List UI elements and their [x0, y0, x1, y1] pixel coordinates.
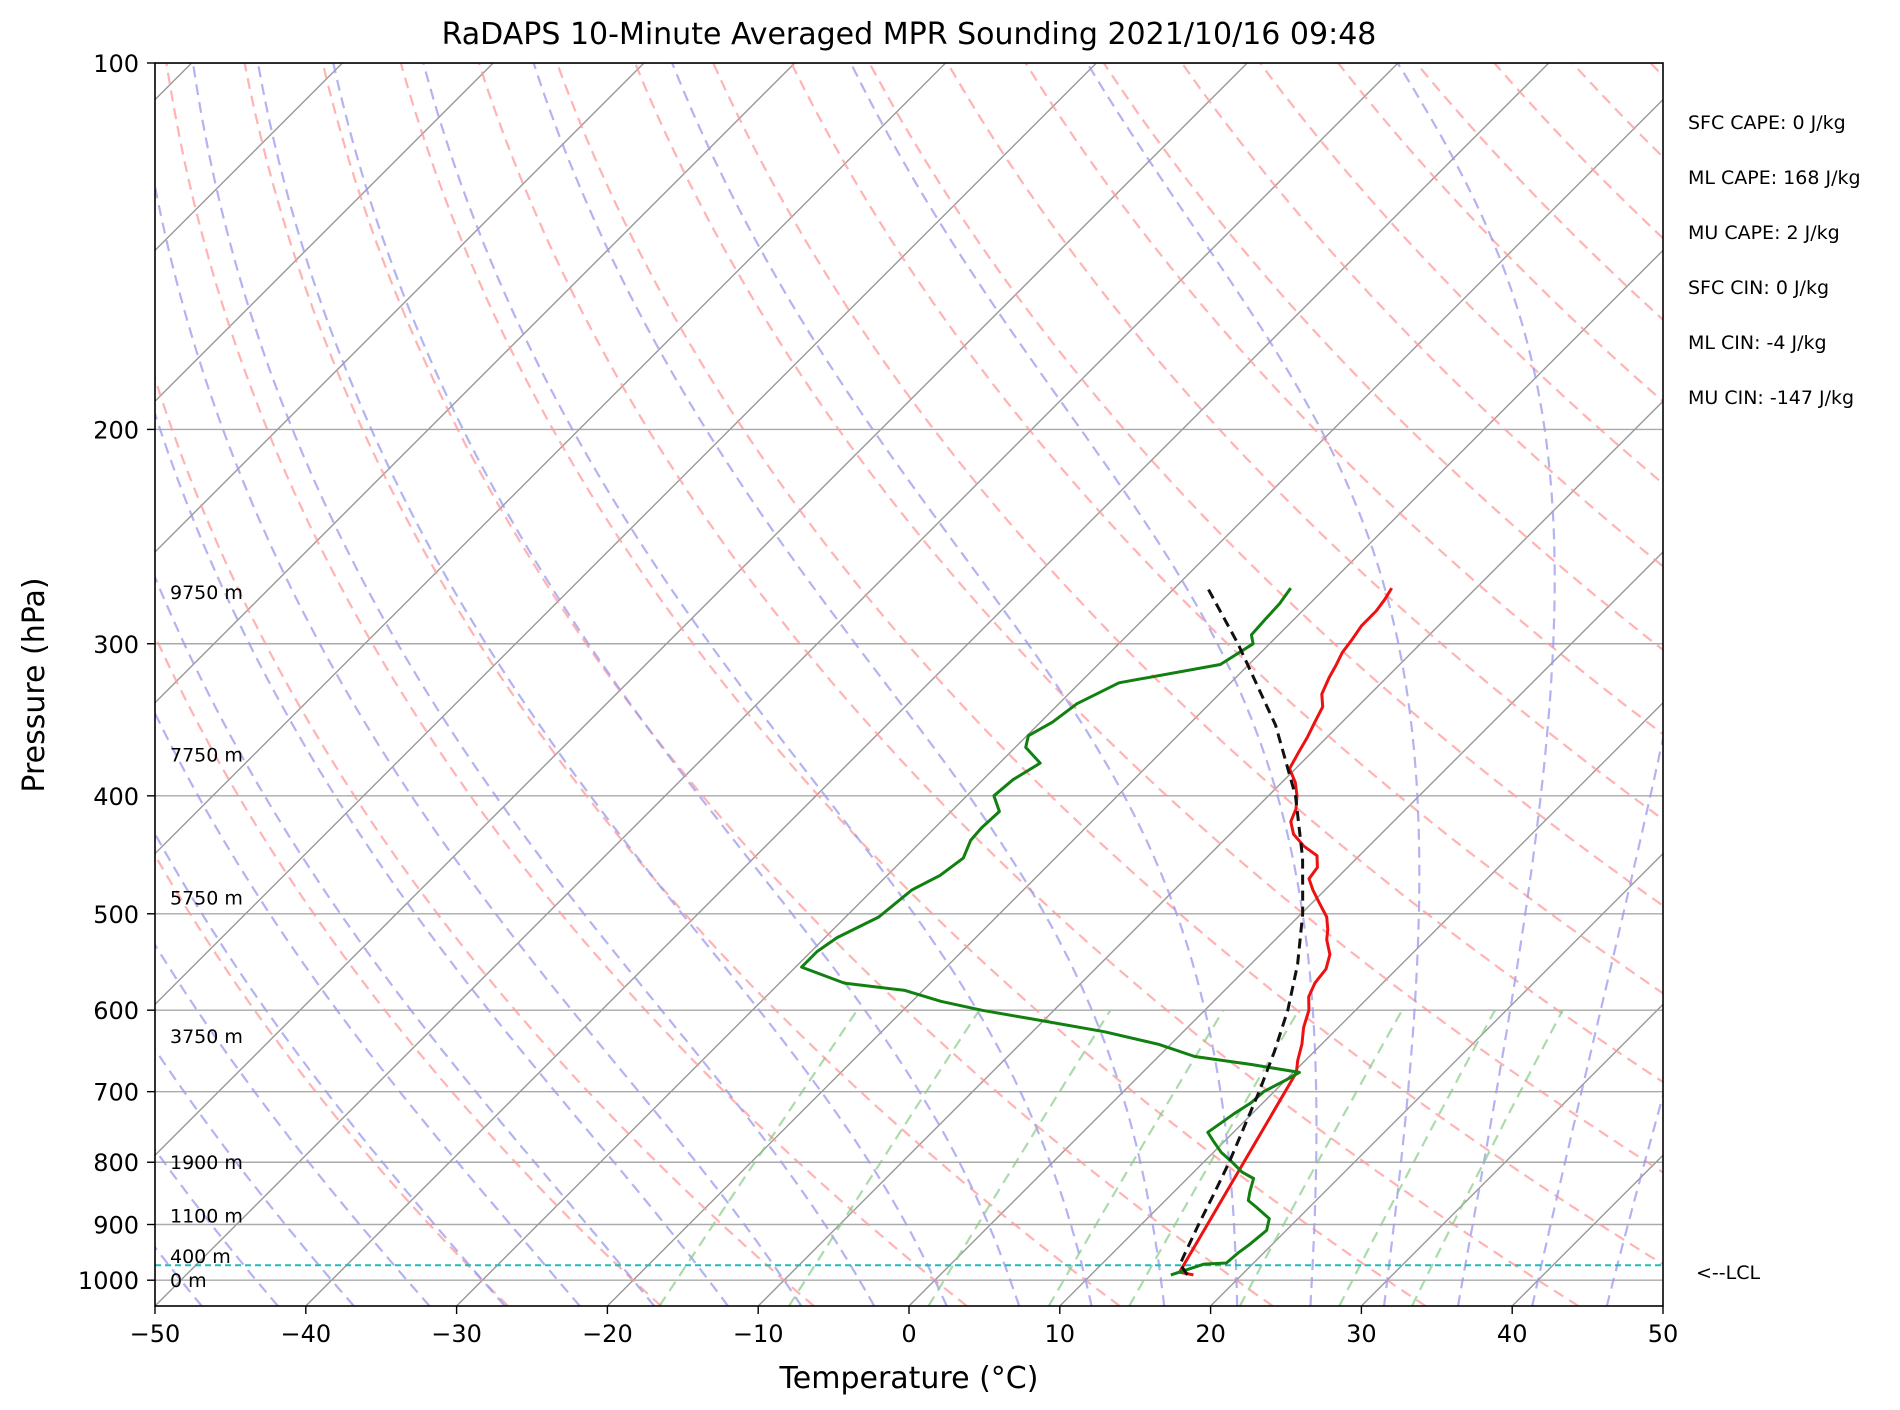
dry-adiabat-line — [1494, 63, 1900, 1306]
height-label: 7750 m — [170, 745, 243, 767]
height-label: 0 m — [170, 1270, 207, 1292]
dry-adiabat-line — [557, 63, 1731, 1306]
mixing-ratio-line — [1339, 1010, 1495, 1306]
stability-index-text: ML CAPE: 168 J/kg — [1688, 167, 1861, 189]
height-label: 9750 m — [170, 582, 243, 604]
moist-adiabat-line — [1607, 63, 1900, 1306]
height-label: 1100 m — [170, 1206, 243, 1228]
y-tick-label: 600 — [93, 997, 139, 1025]
stability-indices: SFC CAPE: 0 J/kg ML CAPE: 168 J/kg MU CAPE… — [1688, 112, 1861, 409]
y-tick-label: 900 — [93, 1212, 139, 1240]
dry-adiabat-line — [1338, 63, 1900, 1306]
mixing-ratio-line — [660, 1010, 858, 1306]
y-axis-label: Pressure (hPa) — [17, 577, 52, 792]
moist-adiabat-line — [258, 63, 947, 1306]
moist-adiabat-line — [193, 63, 874, 1306]
x-tick-label: 50 — [1648, 1320, 1679, 1348]
dry-adiabat-line — [1182, 63, 1900, 1306]
stability-index-text: MU CAPE: 2 J/kg — [1688, 222, 1840, 244]
x-tick-label: 10 — [1045, 1320, 1076, 1348]
dry-adiabat-line — [1026, 63, 1900, 1306]
moist-adiabat-line — [423, 63, 1091, 1306]
isotherm-line — [0, 63, 946, 1306]
isotherm-line — [0, 63, 644, 1306]
isotherm-line — [306, 63, 1549, 1306]
isotherm-line — [0, 63, 493, 1306]
moist-adiabat-line — [0, 63, 505, 1306]
isotherm-line — [155, 63, 1398, 1306]
x-tick-label: −10 — [733, 1320, 784, 1348]
moist-adiabat-line — [1532, 63, 1736, 1306]
y-tick-label: 300 — [93, 631, 139, 659]
dry-adiabat-line — [401, 63, 1426, 1306]
y-tick-label: 500 — [93, 901, 139, 929]
dry-adiabat-line — [1729, 63, 1900, 1306]
height-label: 3750 m — [170, 1026, 243, 1048]
x-tick-label: −40 — [280, 1320, 331, 1348]
y-tick-label: 100 — [93, 50, 139, 78]
moist-adiabat-line — [672, 63, 1237, 1306]
dry-adiabat-line — [245, 63, 1120, 1306]
dry-adiabat-line — [88, 63, 814, 1306]
height-label: 400 m — [170, 1246, 231, 1268]
moist-adiabat-line — [136, 63, 802, 1306]
isotherm-line — [0, 63, 1096, 1306]
temperature-profile-line — [1180, 588, 1392, 1275]
isotherm-line — [1512, 63, 1900, 1306]
dry-adiabat-line — [1260, 63, 1900, 1306]
stability-index-text: MU CIN: -147 J/kg — [1688, 387, 1854, 409]
dry-adiabat-line — [869, 63, 1900, 1306]
x-tick-label: 30 — [1346, 1320, 1377, 1348]
lcl-label: <--LCL — [1696, 1262, 1760, 1284]
dry-adiabat-line — [1651, 63, 1900, 1306]
dry-adiabat-line — [791, 63, 1900, 1306]
stability-index-text: ML CIN: -4 J/kg — [1688, 332, 1827, 354]
moist-adiabat-line — [333, 63, 1019, 1306]
x-axis-label: Temperature (°C) — [779, 1361, 1039, 1396]
moist-adiabat-line — [84, 63, 728, 1306]
isotherm-line — [1361, 63, 1900, 1306]
x-tick-label: −20 — [582, 1320, 633, 1348]
isotherm-line — [607, 63, 1850, 1306]
isotherm-line — [457, 63, 1700, 1306]
mixing-ratio-line — [1049, 1010, 1224, 1306]
moist-adiabat-line — [0, 63, 429, 1306]
y-tick-label: 800 — [93, 1149, 139, 1177]
isotherm-line — [1211, 63, 1900, 1306]
x-tick-label: 0 — [901, 1320, 916, 1348]
dry-adiabat-line — [635, 63, 1884, 1306]
moist-adiabat-line — [36, 63, 654, 1306]
isotherm-line — [1663, 63, 1900, 1306]
mixing-ratio-line — [1240, 1010, 1402, 1306]
dry-adiabat-line — [948, 63, 1900, 1306]
isotherm-line — [4, 63, 1247, 1306]
dry-adiabat-line — [10, 63, 661, 1306]
isotherm-line — [1060, 63, 1900, 1306]
y-tick-label: 400 — [93, 783, 139, 811]
x-tick-label: 40 — [1497, 1320, 1528, 1348]
dry-adiabat-line — [1572, 63, 1900, 1306]
x-tick-label: −50 — [130, 1320, 181, 1348]
y-tick-label: 1000 — [78, 1267, 139, 1295]
moist-adiabat-line — [1087, 63, 1419, 1306]
stability-index-text: SFC CAPE: 0 J/kg — [1688, 112, 1846, 134]
chart-title: RaDAPS 10-Minute Averaged MPR Sounding 2… — [442, 17, 1377, 52]
dry-adiabat-line — [1416, 63, 1900, 1306]
y-tick-label: 200 — [93, 416, 139, 444]
mixing-ratio-line — [789, 1010, 979, 1306]
x-tick-label: 20 — [1195, 1320, 1226, 1348]
height-label: 5750 m — [170, 888, 243, 910]
height-label: 1900 m — [170, 1152, 243, 1174]
background-lines — [0, 63, 1900, 1306]
stability-index-text: SFC CIN: 0 J/kg — [1688, 277, 1829, 299]
dry-adiabat-line — [0, 63, 508, 1306]
x-tick-label: −30 — [431, 1320, 482, 1348]
y-tick-label: 700 — [93, 1079, 139, 1107]
